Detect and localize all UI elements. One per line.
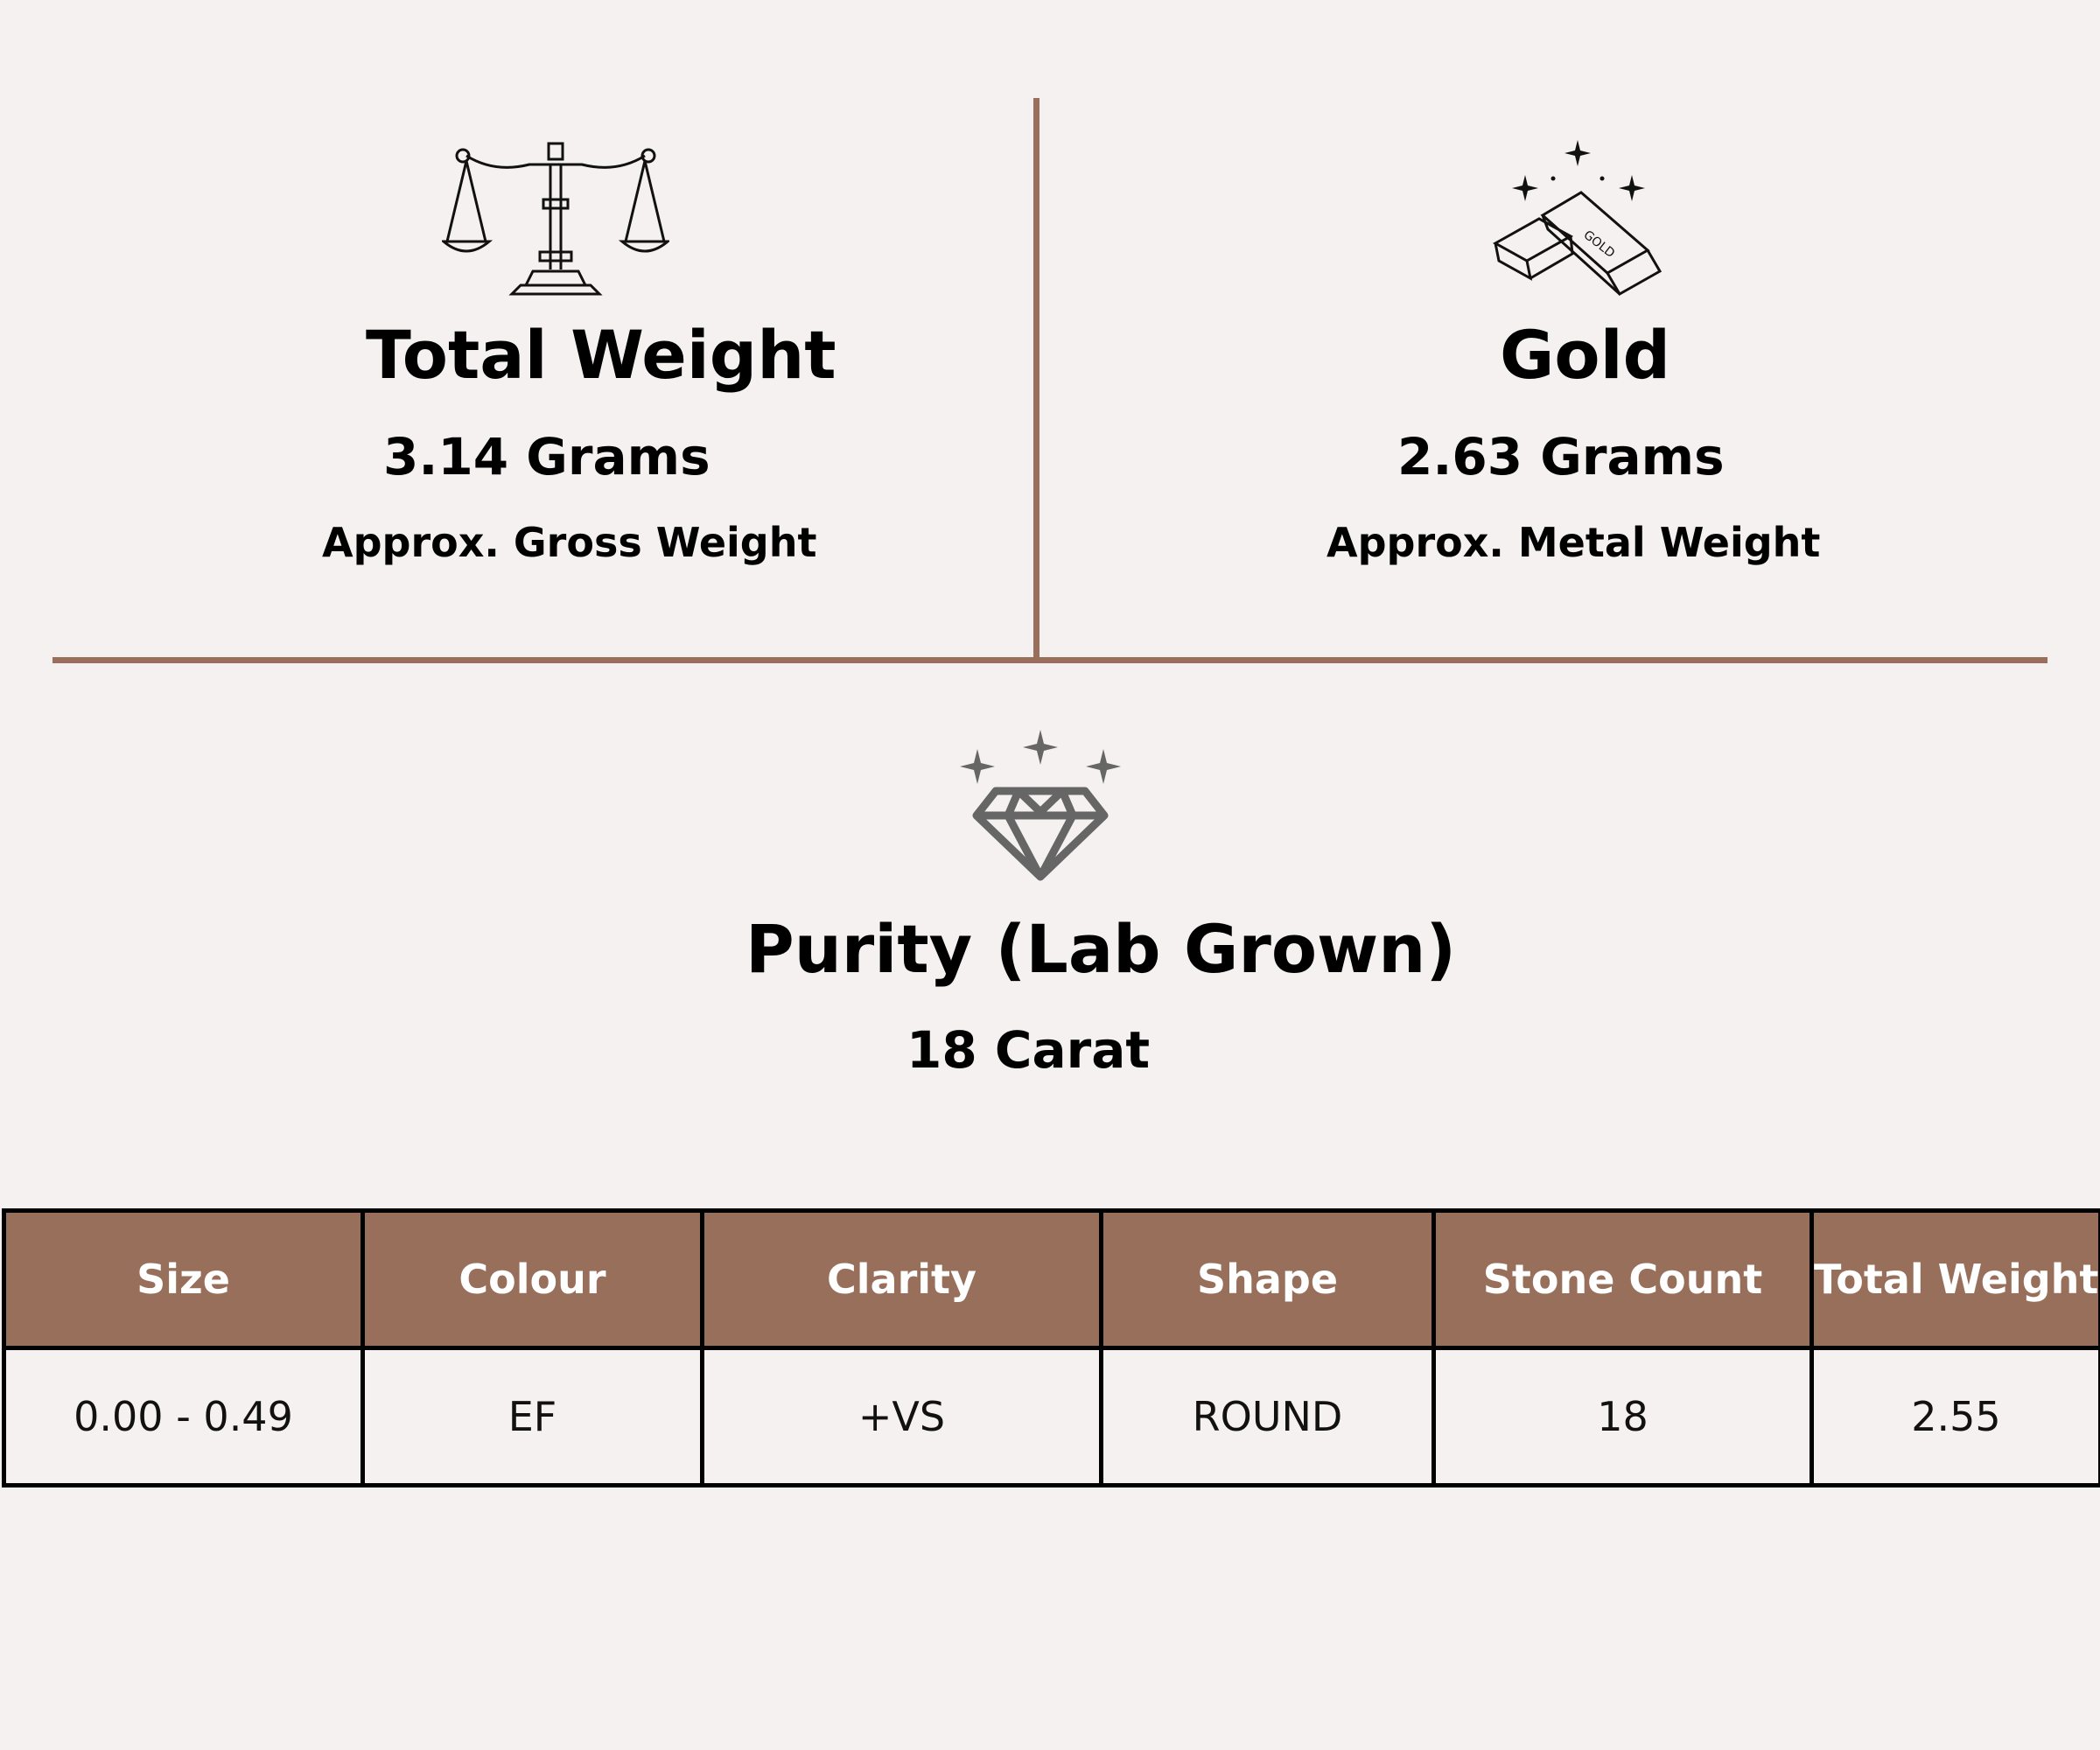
header-size: Size <box>2 1208 365 1350</box>
cell-stone-count: 18 <box>1432 1346 1814 1488</box>
gold-title: Gold <box>1500 316 1671 394</box>
total-weight-value: 3.14 Grams <box>383 427 710 486</box>
cell-total-weight: 2.55 <box>1810 1346 2100 1488</box>
total-weight-subtitle: Approx. Gross Weight <box>322 519 817 566</box>
table-row: 0.00 - 0.49 EF +VS ROUND 18 2.55 <box>2 1346 2100 1488</box>
table-header-row: Size Colour Clarity Shape Stone Count To… <box>2 1208 2100 1350</box>
gold-value: 2.63 Grams <box>1397 427 1725 486</box>
gold-subtitle: Approx. Metal Weight <box>1326 519 1821 566</box>
purity-value: 18 Carat <box>906 1020 1151 1080</box>
header-clarity: Clarity <box>700 1208 1103 1350</box>
header-colour: Colour <box>360 1208 704 1350</box>
vertical-divider <box>1033 98 1040 660</box>
gold-bars-icon: GOLD <box>1492 138 1667 298</box>
horizontal-divider <box>52 657 2048 663</box>
total-weight-title: Total Weight <box>366 316 836 394</box>
balance-scale-icon <box>442 138 669 298</box>
diamond-icon <box>957 728 1124 882</box>
header-shape: Shape <box>1099 1208 1436 1350</box>
cell-shape: ROUND <box>1099 1346 1436 1488</box>
stone-specs-table: Size Colour Clarity Shape Stone Count To… <box>2 1208 2100 1488</box>
purity-title: Purity (Lab Grown) <box>746 910 1457 988</box>
header-total-weight: Total Weight <box>1810 1208 2100 1350</box>
header-stone-count: Stone Count <box>1432 1208 1814 1350</box>
gold-bar-label: GOLD <box>1581 228 1618 262</box>
cell-colour: EF <box>360 1346 704 1488</box>
cell-clarity: +VS <box>700 1346 1103 1488</box>
cell-size: 0.00 - 0.49 <box>2 1346 365 1488</box>
